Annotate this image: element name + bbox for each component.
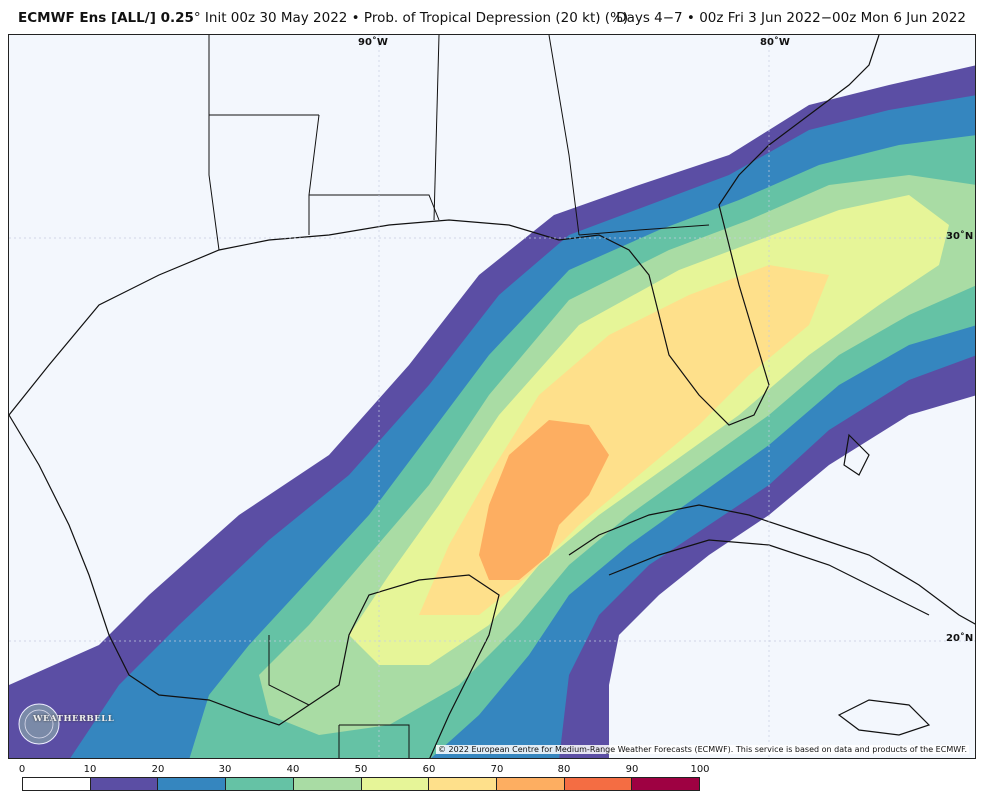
colorbar-tick-0: 0 (18, 764, 26, 775)
model-name: ECMWF Ens [ALL/] 0.25 (18, 10, 194, 26)
colorbar-swatch-6 (429, 778, 497, 790)
colorbar-tick-20: 20 (151, 764, 165, 775)
colorbar-swatch-0 (23, 778, 91, 790)
colorbar-swatch-8 (564, 778, 633, 790)
colorbar-tick-10: 10 (83, 764, 97, 775)
colorbar-tick-50: 50 (354, 764, 368, 775)
probability-map: 90˚W 80˚W 30˚N 20˚N WEATHERBELL © 2022 E… (8, 34, 976, 759)
lon-label-80w: 80˚W (760, 37, 790, 48)
colorbar-swatch-1 (90, 778, 159, 790)
colorbar-swatch-9 (632, 778, 700, 790)
logo-globe-icon (18, 703, 60, 745)
copyright-notice: © 2022 European Centre for Medium-Range … (436, 745, 969, 754)
colorbar-tick-40: 40 (286, 764, 300, 775)
colorbar-tick-60: 60 (422, 764, 436, 775)
lat-label-30n: 30˚N (946, 231, 974, 242)
colorbar-swatch-3 (226, 778, 294, 790)
colorbar-tick-100: 100 (690, 764, 710, 775)
colorbar-swatch-4 (293, 778, 362, 790)
graticule (9, 35, 975, 758)
map-canvas (9, 35, 975, 758)
lon-label-90w: 90˚W (358, 37, 388, 48)
colorbar (22, 777, 700, 791)
colorbar-tick-30: 30 (218, 764, 232, 775)
state-borders (208, 35, 710, 758)
weatherbell-logo: WEATHERBELL (15, 700, 114, 748)
logo-text: WEATHERBELL (33, 714, 115, 724)
colorbar-swatch-5 (361, 778, 430, 790)
degree-symbol: ° (193, 10, 201, 26)
map-title: ECMWF Ens [ALL/] 0.25° Init 00z 30 May 2… (18, 10, 628, 26)
band-70-80 (479, 420, 609, 580)
colorbar-tick-80: 80 (557, 764, 571, 775)
lat-label-20n: 20˚N (946, 633, 974, 644)
colorbar-swatch-7 (496, 778, 565, 790)
valid-period: Days 4−7 • 00z Fri 3 Jun 2022−00z Mon 6 … (616, 10, 966, 26)
colorbar-swatch-2 (158, 778, 227, 790)
colorbar-tick-70: 70 (490, 764, 504, 775)
init-text: Init 00z 30 May 2022 • Prob. of Tropical… (200, 10, 629, 26)
colorbar-tick-90: 90 (625, 764, 639, 775)
